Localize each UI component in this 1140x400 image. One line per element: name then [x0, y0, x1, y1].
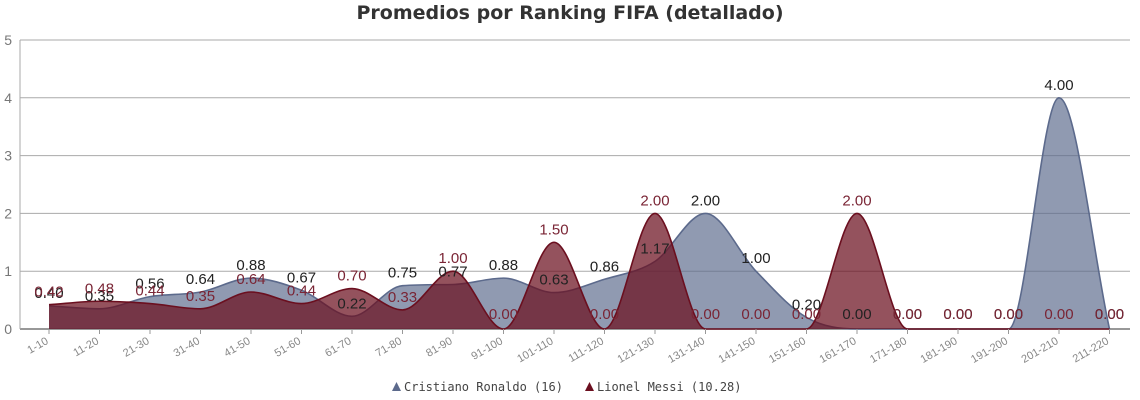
x-tick-label: 141-150: [717, 335, 758, 366]
data-label-1: 0.44: [287, 283, 316, 300]
data-label-1: 0.64: [236, 271, 265, 288]
data-label-1: 0.00: [1095, 306, 1124, 323]
data-label-0: 1.17: [640, 240, 669, 257]
data-label-1: 0.00: [590, 306, 619, 323]
x-tick-label: 191-200: [969, 335, 1010, 366]
data-label-1: 0.44: [135, 283, 164, 300]
x-tick-label: 61-70: [323, 335, 353, 359]
y-tick-label: 3: [4, 148, 12, 164]
data-label-1: 0.00: [893, 306, 922, 323]
data-label-1: 0.35: [186, 288, 215, 305]
data-label-0: 0.00: [842, 306, 871, 323]
data-label-0: 0.00: [994, 306, 1023, 323]
y-tick-label: 1: [4, 263, 12, 279]
chart-title: Promedios por Ranking FIFA (detallado): [356, 2, 784, 24]
data-label-1: 0.70: [337, 268, 366, 285]
x-tick-label: 161-170: [818, 335, 859, 366]
data-label-0: 0.00: [893, 306, 922, 323]
series-area-1: [49, 213, 1110, 329]
data-label-0: 0.40: [34, 285, 63, 302]
data-label-1: 2.00: [842, 192, 871, 209]
x-tick-label: 41-50: [222, 335, 252, 359]
data-label-0: 0.88: [236, 257, 265, 274]
y-tick-label: 2: [4, 205, 12, 221]
data-label-0: 0.88: [489, 257, 518, 274]
legend-marker-icon: [585, 382, 594, 391]
data-label-1: 0.00: [489, 306, 518, 323]
data-label-0: 0.63: [539, 272, 568, 289]
data-label-1: 0.00: [1044, 306, 1073, 323]
data-label-0: 0.77: [438, 263, 467, 280]
x-tick-label: 1-10: [25, 335, 50, 356]
data-label-1: 0.00: [943, 306, 972, 323]
x-tick-label: 181-190: [919, 335, 960, 366]
data-label-0: 0.35: [85, 288, 114, 305]
x-tick-label: 131-140: [666, 335, 707, 366]
data-label-1: 0.00: [741, 306, 770, 323]
x-tick-label: 171-180: [868, 335, 909, 366]
data-label-1: 1.50: [539, 221, 568, 238]
data-label-1: 0.48: [85, 280, 114, 297]
data-label-0: 0.75: [388, 265, 417, 282]
data-label-0: 0.64: [186, 271, 215, 288]
data-label-1: 0.00: [691, 306, 720, 323]
data-label-1: 2.00: [640, 192, 669, 209]
series-line-1: [48, 212, 1110, 330]
x-tick-label: 201-210: [1020, 335, 1061, 366]
x-tick-label: 51-60: [273, 335, 303, 359]
x-tick-label: 151-160: [767, 335, 808, 366]
legend-label: Lionel Messi (10.28): [597, 380, 742, 394]
legend-marker-icon: [392, 382, 401, 391]
legend-label: Cristiano Ronaldo (16): [404, 380, 563, 394]
x-tick-label: 101-110: [515, 335, 555, 365]
data-label-0: 1.00: [741, 250, 770, 267]
series-areas: [48, 96, 1111, 330]
data-label-1: 1.00: [438, 250, 467, 267]
x-tick-label: 211-220: [1071, 335, 1111, 365]
data-label-1: 0.42: [34, 284, 63, 301]
x-tick-label: 31-40: [172, 335, 202, 359]
data-label-0: 0.56: [135, 276, 164, 293]
data-label-0: 2.00: [691, 192, 720, 209]
data-label-0: 0.67: [287, 269, 316, 286]
y-tick-label: 4: [4, 90, 12, 106]
data-label-0: 4.00: [1044, 77, 1073, 94]
data-label-1: 0.33: [388, 289, 417, 306]
x-tick-label: 21-30: [121, 335, 151, 359]
y-tick-label: 0: [4, 321, 12, 337]
x-tick-label: 11-20: [71, 335, 101, 359]
data-label-0: 0.86: [590, 258, 619, 275]
legend-item-1[interactable]: Lionel Messi (10.28): [585, 380, 742, 394]
data-label-0: 0.20: [792, 296, 821, 313]
y-tick-label: 5: [4, 32, 12, 48]
legend[interactable]: Cristiano Ronaldo (16) Lionel Messi (10.2…: [392, 380, 742, 394]
data-label-0: 0.22: [337, 295, 366, 312]
x-tick-label: 111-120: [566, 335, 606, 365]
x-tick-label: 91-100: [469, 335, 505, 363]
legend-item-0[interactable]: Cristiano Ronaldo (16): [392, 380, 563, 394]
x-tick-label: 71-80: [374, 335, 404, 359]
data-label-1: 0.00: [994, 306, 1023, 323]
x-tick-label: 81-90: [424, 335, 454, 359]
x-tick-label: 121-130: [616, 335, 657, 366]
data-label-0: 0.00: [1095, 306, 1124, 323]
data-label-0: 0.00: [943, 306, 972, 323]
data-labels: 0.40 0.350.56 0.640.880.670.220.75 0.77 0.88…: [34, 77, 1124, 323]
data-label-1: 0.00: [792, 306, 821, 323]
